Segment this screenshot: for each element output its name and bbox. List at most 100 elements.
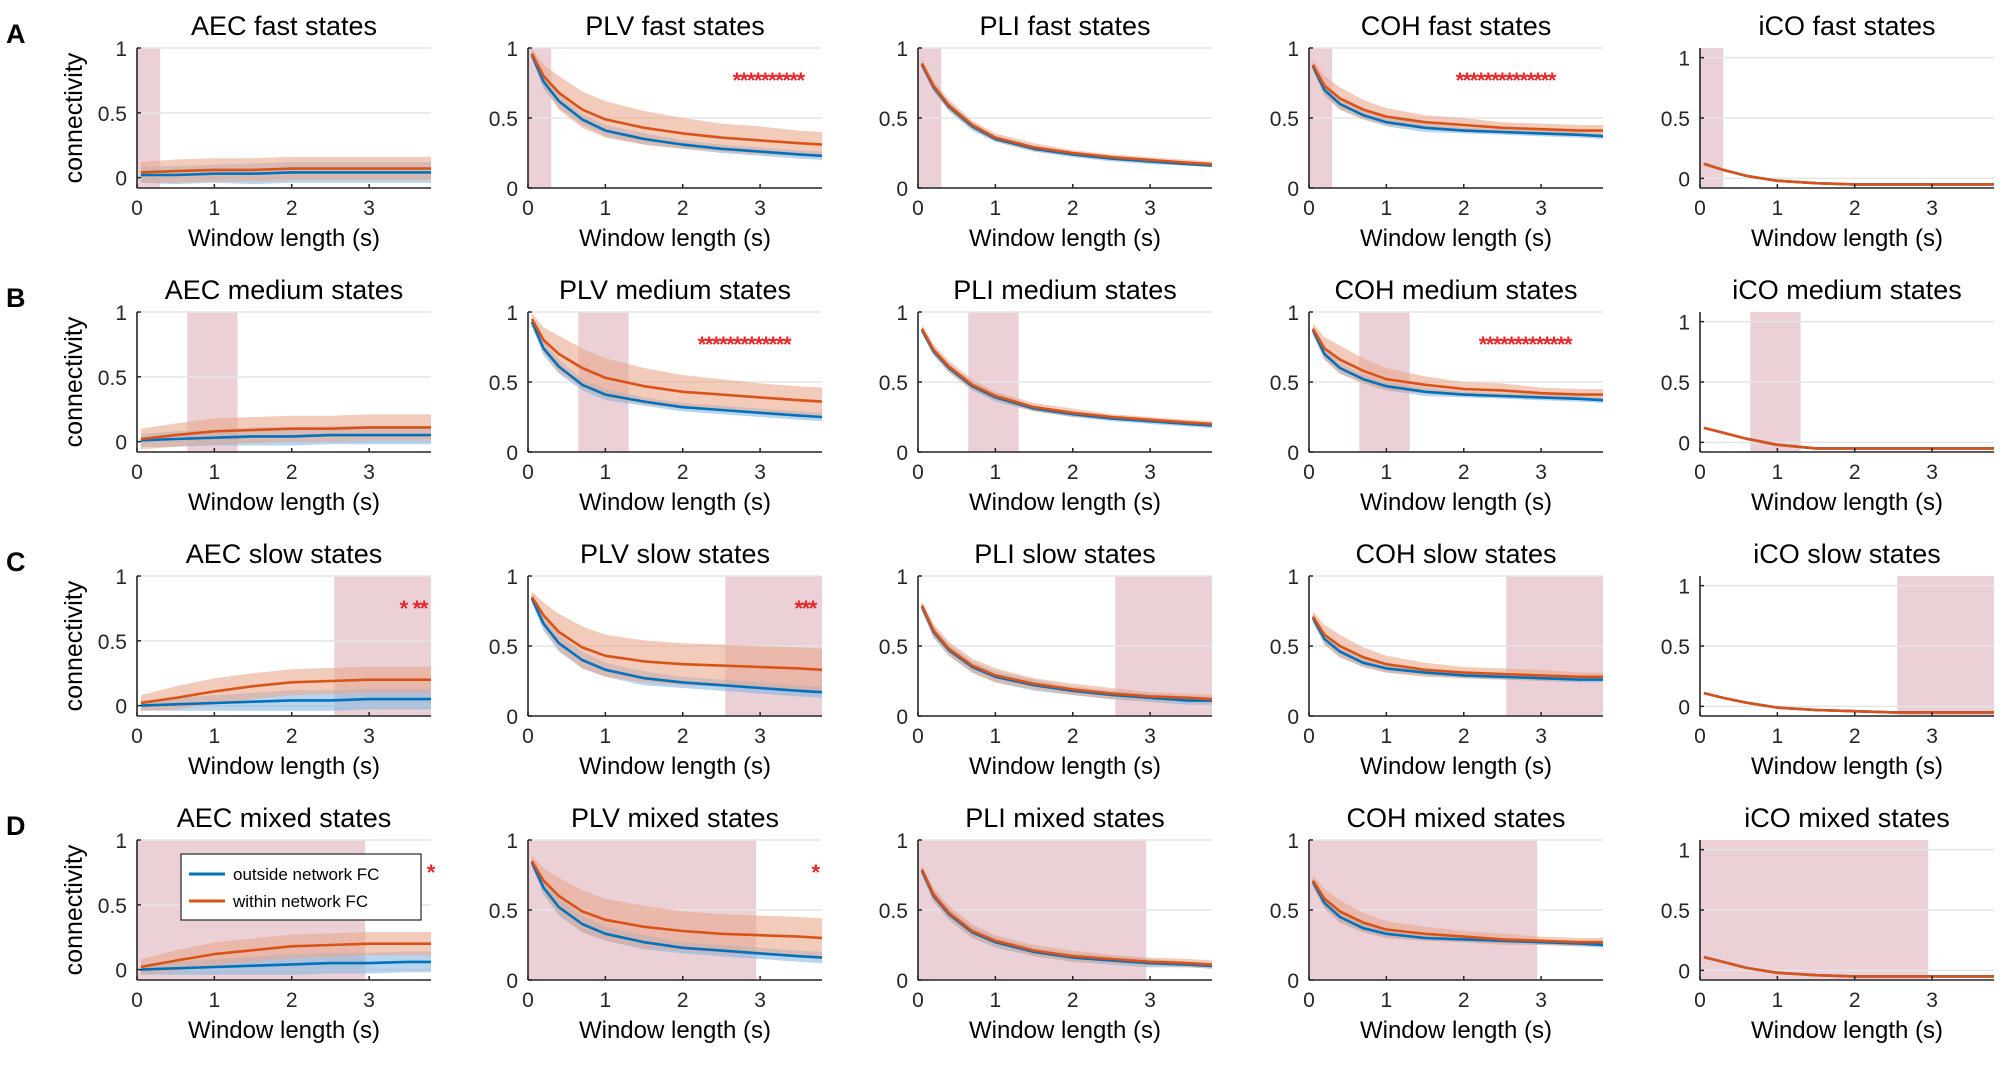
- significance-star: *: [420, 596, 429, 621]
- x-axis-label: Window length (s): [1751, 1017, 1943, 1044]
- y-tick-label: 1: [115, 830, 127, 853]
- y-tick-label: 0.5: [489, 108, 518, 131]
- y-tick-label: 1: [1287, 38, 1299, 61]
- significance-star: *: [768, 68, 777, 93]
- y-tick-label: 1: [896, 302, 908, 325]
- panel-aec-fast-states: 0 0.5 1 0 1 2 3 Window length (s) AEC fast state…: [98, 11, 431, 252]
- y-tick-label: 0: [506, 970, 518, 993]
- x-tick-label: 1: [990, 725, 1002, 748]
- series-line-within: [920, 328, 1213, 426]
- y-tick-label: 1: [1678, 576, 1690, 599]
- panel-ico-slow-states: 0 0.5 1 0 1 2 3 Window length (s) iCO slow state…: [1661, 539, 1994, 780]
- x-axis-label: Window length (s): [1360, 225, 1552, 252]
- significance-star: *: [1500, 332, 1509, 357]
- x-axis-label: Window length (s): [188, 225, 380, 252]
- y-tick-label: 1: [896, 38, 908, 61]
- x-tick-label: 1: [1772, 461, 1784, 484]
- x-tick-label: 2: [286, 197, 298, 220]
- y-tick-label: 1: [115, 38, 127, 61]
- y-tick-label: 0: [115, 432, 127, 455]
- panel-title: COH slow states: [1355, 539, 1556, 569]
- significance-star: *: [400, 596, 409, 621]
- y-tick-label: 0.5: [98, 631, 127, 654]
- row-label-B: B: [6, 283, 26, 313]
- y-tick-label: 0.5: [1270, 108, 1299, 131]
- panel-pli-medium-states: 0 0.5 1 0 1 2 3 Window length (s) PLI medium sta…: [879, 275, 1213, 516]
- x-tick-label: 3: [1926, 725, 1938, 748]
- significance-star: *: [1491, 68, 1500, 93]
- panel-aec-slow-states: 0 0.5 1 0 1 2 3 Window length (s) AEC slow state…: [98, 539, 431, 780]
- x-tick-label: 3: [363, 197, 375, 220]
- series-line-within: [920, 868, 1213, 966]
- x-tick-label: 0: [1694, 197, 1706, 220]
- significance-star: *: [755, 332, 764, 357]
- panel-title: iCO slow states: [1753, 539, 1941, 569]
- panel-title: iCO mixed states: [1744, 803, 1950, 833]
- x-axis-label: Window length (s): [579, 1017, 771, 1044]
- y-tick-label: 1: [896, 830, 908, 853]
- significance-star: *: [747, 68, 756, 93]
- x-tick-label: 2: [1067, 197, 1079, 220]
- row-label-C: C: [6, 547, 26, 577]
- significance-star: *: [747, 332, 756, 357]
- x-axis-label: Window length (s): [188, 1017, 380, 1044]
- significance-star: *: [812, 860, 821, 885]
- significance-star: *: [1486, 332, 1495, 357]
- series-line-within: [530, 318, 823, 403]
- legend-entry: within network FC: [232, 892, 368, 911]
- x-tick-label: 3: [754, 197, 766, 220]
- y-tick-label: 0: [1287, 442, 1299, 465]
- x-tick-label: 3: [754, 989, 766, 1012]
- y-tick-label: 1: [1678, 312, 1690, 335]
- y-axis-label: connectivity: [60, 844, 88, 975]
- y-tick-label: 0.5: [489, 900, 518, 923]
- significance-star: *: [1484, 68, 1493, 93]
- y-tick-label: 0.5: [1661, 108, 1690, 131]
- series-line-outside: [140, 697, 431, 707]
- x-tick-label: 0: [1694, 725, 1706, 748]
- x-tick-label: 2: [286, 989, 298, 1012]
- panel-coh-medium-states: 0 0.5 1 0 1 2 3 Window length (s) COH medium sta…: [1270, 275, 1604, 516]
- x-tick-label: 0: [131, 197, 143, 220]
- x-tick-label: 0: [131, 989, 143, 1012]
- significance-star: *: [1456, 68, 1465, 93]
- panel-coh-slow-states: 0 0.5 1 0 1 2 3 Window length (s) COH slow state…: [1270, 539, 1603, 780]
- panel-coh-fast-states: 0 0.5 1 0 1 2 3 Window length (s) COH fast state…: [1270, 11, 1604, 252]
- x-tick-label: 1: [209, 461, 221, 484]
- panel-title: PLI mixed states: [965, 803, 1165, 833]
- panel-title: AEC medium states: [165, 275, 404, 305]
- x-axis-label: Window length (s): [1360, 753, 1552, 780]
- panel-ico-medium-states: 0 0.5 1 0 1 2 3 Window length (s) iCO medium sta…: [1661, 275, 1994, 516]
- x-tick-label: 0: [1303, 461, 1315, 484]
- series-line-outside: [1311, 881, 1604, 947]
- significance-star: *: [809, 596, 818, 621]
- y-tick-label: 0: [1678, 696, 1690, 719]
- series-line-within: [1311, 328, 1603, 396]
- y-tick-label: 0.5: [879, 372, 908, 395]
- significance-star: *: [726, 332, 735, 357]
- x-axis-label: Window length (s): [969, 753, 1161, 780]
- x-axis-label: Window length (s): [1751, 753, 1943, 780]
- significance-star: *: [1543, 332, 1552, 357]
- significance-star: *: [1519, 68, 1528, 93]
- panel-plv-mixed-states: 0 0.5 1 0 1 2 3 Window length (s) PLV mixed stat…: [489, 803, 823, 1044]
- significance-star: *: [1493, 332, 1502, 357]
- significance-star: *: [1536, 332, 1545, 357]
- significance-star: *: [776, 332, 785, 357]
- significance-star: *: [719, 332, 728, 357]
- x-tick-label: 3: [1926, 197, 1938, 220]
- x-tick-label: 2: [1067, 461, 1079, 484]
- x-tick-label: 0: [912, 197, 924, 220]
- x-tick-label: 3: [363, 989, 375, 1012]
- band-within: [921, 601, 1212, 704]
- y-tick-label: 0: [1678, 960, 1690, 983]
- x-tick-label: 2: [1458, 197, 1470, 220]
- x-tick-label: 1: [209, 197, 221, 220]
- x-tick-label: 1: [600, 989, 612, 1012]
- x-tick-label: 1: [209, 725, 221, 748]
- significance-star: *: [1528, 332, 1537, 357]
- panel-pli-mixed-states: 0 0.5 1 0 1 2 3 Window length (s) PLI mixed stat…: [879, 803, 1213, 1044]
- series-line-within: [1703, 162, 1994, 186]
- panel-title: iCO fast states: [1758, 11, 1935, 41]
- band-outside: [140, 951, 431, 975]
